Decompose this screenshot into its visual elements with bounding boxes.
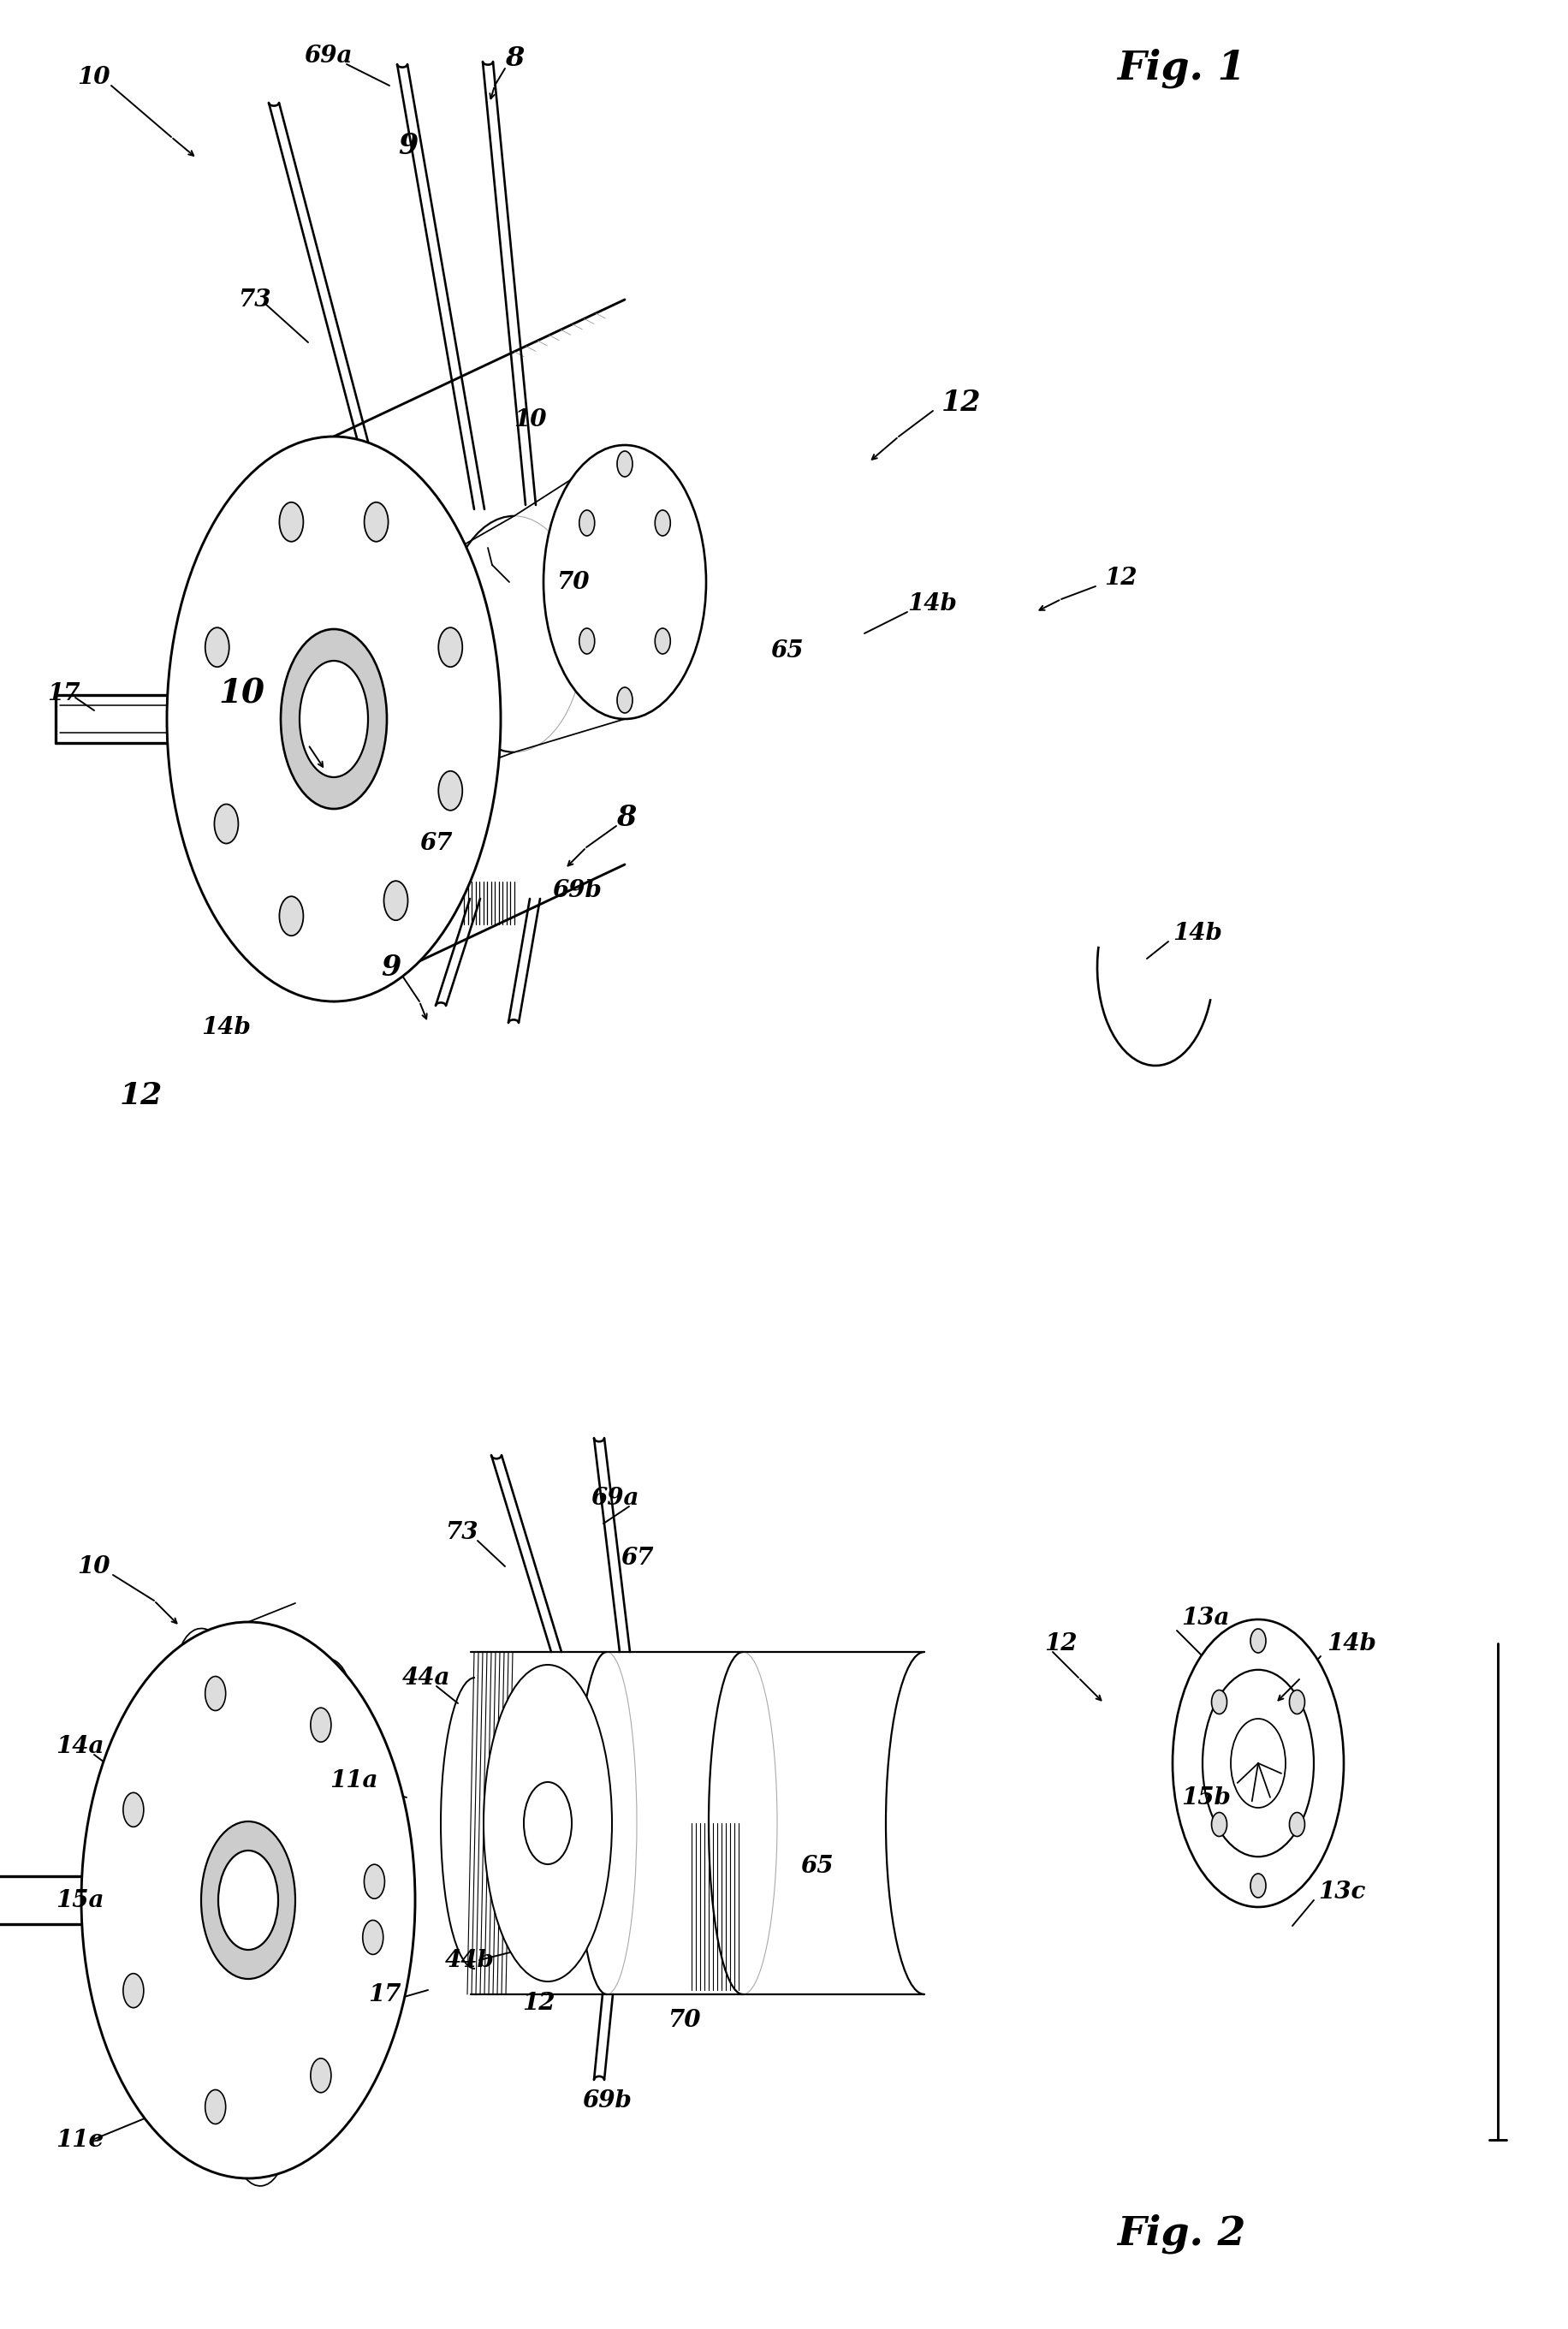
Text: 15b: 15b xyxy=(1181,1786,1231,1810)
Ellipse shape xyxy=(1289,1691,1305,1714)
Text: 13a: 13a xyxy=(1181,1607,1229,1630)
Ellipse shape xyxy=(1289,1812,1305,1835)
Ellipse shape xyxy=(362,1919,383,1954)
Text: 70: 70 xyxy=(668,2008,701,2031)
Ellipse shape xyxy=(1203,1670,1314,1856)
Ellipse shape xyxy=(1173,1619,1344,1907)
Text: 73: 73 xyxy=(445,1521,478,1544)
Ellipse shape xyxy=(1250,1628,1265,1654)
Text: 9: 9 xyxy=(398,130,419,161)
Text: 12: 12 xyxy=(1044,1633,1077,1656)
Text: 17: 17 xyxy=(47,682,80,706)
Ellipse shape xyxy=(124,1973,144,2008)
Ellipse shape xyxy=(1250,1873,1265,1898)
Text: 10: 10 xyxy=(218,678,265,710)
Text: 69a: 69a xyxy=(304,44,353,68)
Text: 14b: 14b xyxy=(1327,1633,1377,1656)
Ellipse shape xyxy=(124,1793,144,1826)
Ellipse shape xyxy=(166,436,500,1001)
Text: 73: 73 xyxy=(238,289,271,312)
Text: 70: 70 xyxy=(557,571,590,594)
Text: 12: 12 xyxy=(941,389,982,417)
Ellipse shape xyxy=(201,1821,295,1980)
Ellipse shape xyxy=(1231,1719,1286,1807)
Text: 8: 8 xyxy=(616,804,637,831)
Text: 65: 65 xyxy=(800,1854,833,1877)
Text: 14b: 14b xyxy=(908,592,956,615)
Ellipse shape xyxy=(215,804,238,843)
Text: 12: 12 xyxy=(1104,566,1137,589)
Ellipse shape xyxy=(205,1677,226,1709)
Ellipse shape xyxy=(205,2089,226,2124)
Text: 69b: 69b xyxy=(582,2089,632,2112)
Text: 67: 67 xyxy=(419,831,452,855)
Text: 15a: 15a xyxy=(55,1889,103,1912)
Text: 10: 10 xyxy=(514,408,547,431)
Text: 11e: 11e xyxy=(55,2129,103,2152)
Text: 17: 17 xyxy=(368,1982,401,2005)
Ellipse shape xyxy=(310,1707,331,1742)
Ellipse shape xyxy=(618,452,632,477)
Ellipse shape xyxy=(524,1782,572,1863)
Ellipse shape xyxy=(364,503,389,543)
Text: 12: 12 xyxy=(522,1991,555,2015)
Text: 67: 67 xyxy=(621,1546,654,1570)
Text: 14a: 14a xyxy=(55,1735,103,1758)
Ellipse shape xyxy=(281,629,387,808)
Ellipse shape xyxy=(279,503,303,543)
Ellipse shape xyxy=(299,661,368,778)
Text: 11a: 11a xyxy=(329,1768,378,1791)
Text: 44b: 44b xyxy=(445,1949,494,1973)
Ellipse shape xyxy=(483,1665,612,1982)
Ellipse shape xyxy=(384,880,408,920)
Ellipse shape xyxy=(655,629,671,654)
Text: 12: 12 xyxy=(119,1081,163,1111)
Ellipse shape xyxy=(205,627,229,666)
Ellipse shape xyxy=(439,771,463,810)
Text: 10: 10 xyxy=(77,1556,110,1579)
Ellipse shape xyxy=(364,1866,384,1898)
Ellipse shape xyxy=(579,629,594,654)
Ellipse shape xyxy=(579,510,594,536)
Ellipse shape xyxy=(544,445,706,720)
Ellipse shape xyxy=(82,1621,416,2178)
Ellipse shape xyxy=(218,1852,278,1949)
Ellipse shape xyxy=(310,2059,331,2091)
Ellipse shape xyxy=(655,510,671,536)
Text: 14b: 14b xyxy=(1173,922,1221,946)
Ellipse shape xyxy=(279,897,303,936)
Ellipse shape xyxy=(1212,1812,1226,1835)
Text: 69b: 69b xyxy=(552,878,602,901)
Text: 69a: 69a xyxy=(591,1486,638,1509)
Text: 14b: 14b xyxy=(201,1015,251,1039)
Text: 13c: 13c xyxy=(1319,1880,1366,1903)
Ellipse shape xyxy=(1212,1691,1226,1714)
Text: 10: 10 xyxy=(77,65,110,89)
Ellipse shape xyxy=(439,627,463,666)
Ellipse shape xyxy=(618,687,632,713)
Text: Fig. 2: Fig. 2 xyxy=(1116,2215,1245,2254)
Text: 44a: 44a xyxy=(403,1665,450,1689)
Text: Fig. 1: Fig. 1 xyxy=(1116,49,1245,89)
Text: 65: 65 xyxy=(770,638,803,661)
Text: 8: 8 xyxy=(505,44,524,72)
Text: 9: 9 xyxy=(381,953,401,981)
